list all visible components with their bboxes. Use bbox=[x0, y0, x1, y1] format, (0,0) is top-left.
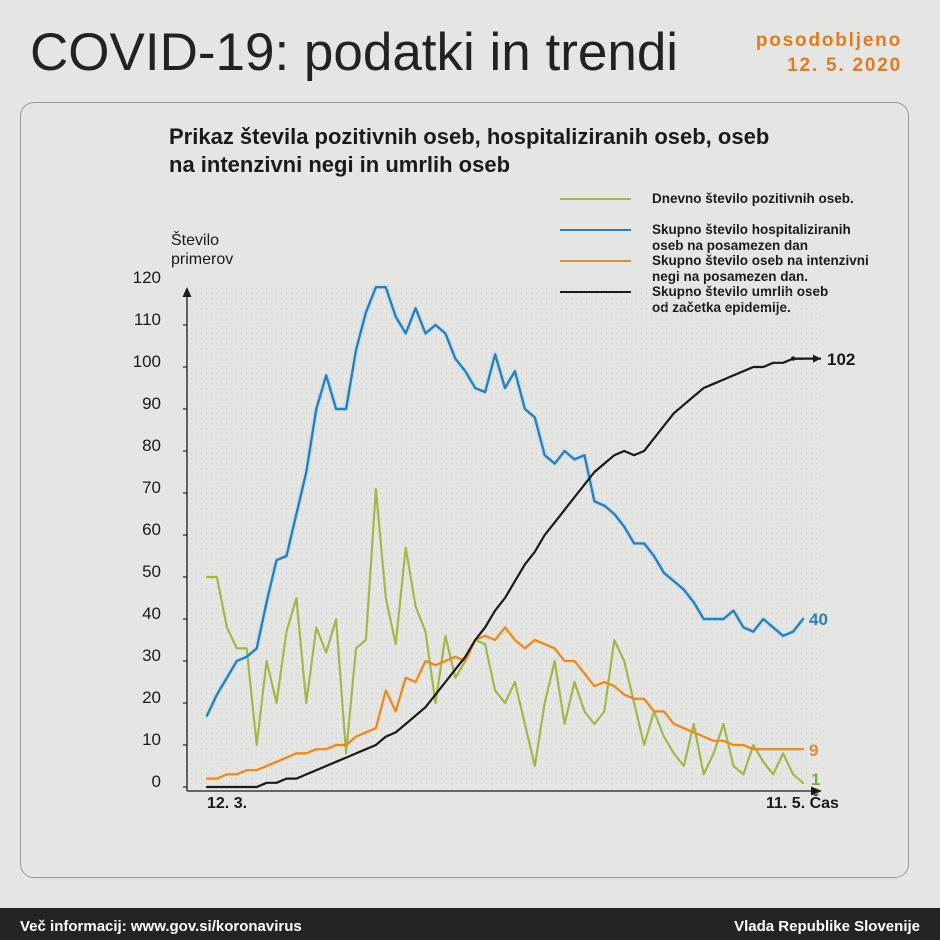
svg-text:120: 120 bbox=[133, 268, 161, 287]
svg-text:90: 90 bbox=[142, 394, 161, 413]
svg-text:80: 80 bbox=[142, 436, 161, 455]
svg-text:11. 5. Čas: 11. 5. Čas bbox=[766, 793, 839, 812]
svg-text:50: 50 bbox=[142, 562, 161, 581]
svg-text:20: 20 bbox=[142, 688, 161, 707]
svg-text:40: 40 bbox=[809, 610, 828, 629]
svg-text:100: 100 bbox=[133, 352, 161, 371]
svg-text:9: 9 bbox=[809, 741, 818, 760]
svg-text:0: 0 bbox=[152, 772, 161, 791]
svg-text:10: 10 bbox=[142, 730, 161, 749]
svg-text:40: 40 bbox=[142, 604, 161, 623]
svg-text:30: 30 bbox=[142, 646, 161, 665]
svg-text:70: 70 bbox=[142, 478, 161, 497]
svg-text:110: 110 bbox=[134, 310, 161, 329]
svg-text:60: 60 bbox=[142, 520, 161, 539]
svg-text:1: 1 bbox=[811, 770, 820, 789]
svg-text:102: 102 bbox=[827, 350, 855, 369]
svg-text:12. 3.: 12. 3. bbox=[207, 795, 247, 812]
